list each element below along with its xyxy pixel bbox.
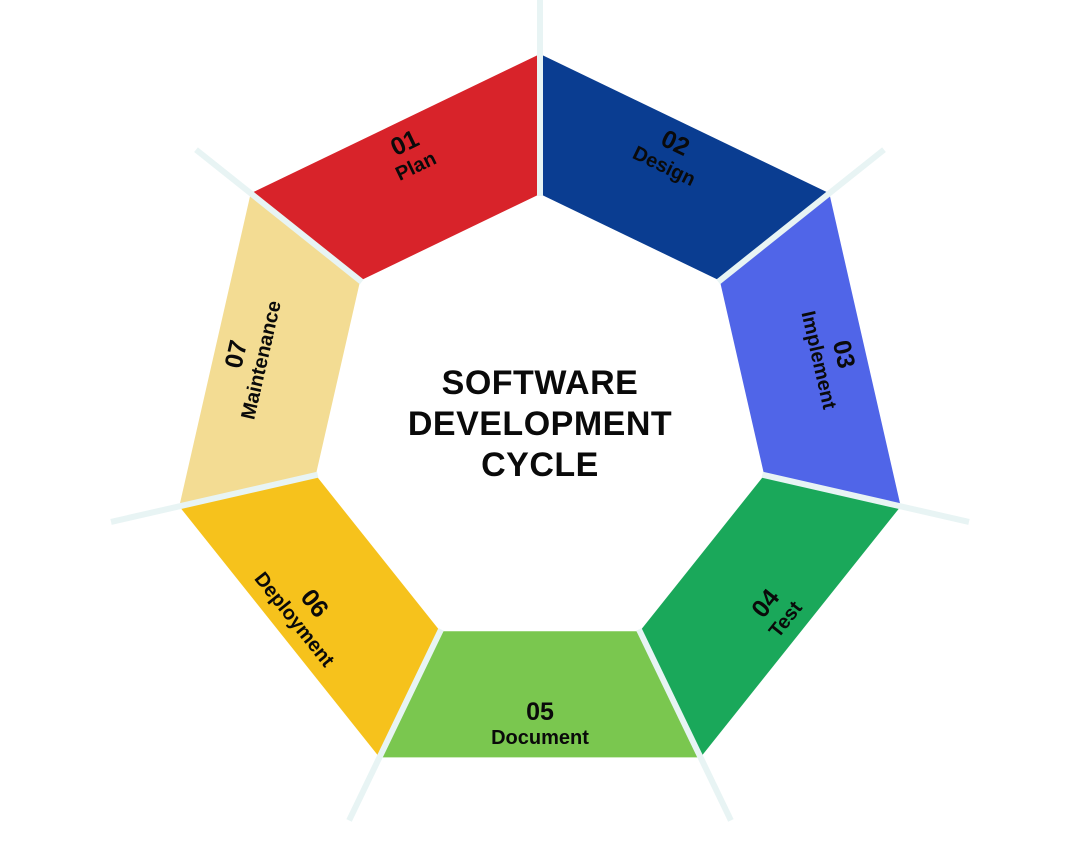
center-title-line: DEVELOPMENT — [408, 404, 672, 445]
center-title-line: SOFTWARE — [408, 362, 672, 403]
diagram-canvas: SOFTWAREDEVELOPMENTCYCLE 01Plan02Design0… — [0, 0, 1080, 849]
center-title: SOFTWAREDEVELOPMENTCYCLE — [408, 362, 672, 486]
center-title-line: CYCLE — [408, 445, 672, 486]
